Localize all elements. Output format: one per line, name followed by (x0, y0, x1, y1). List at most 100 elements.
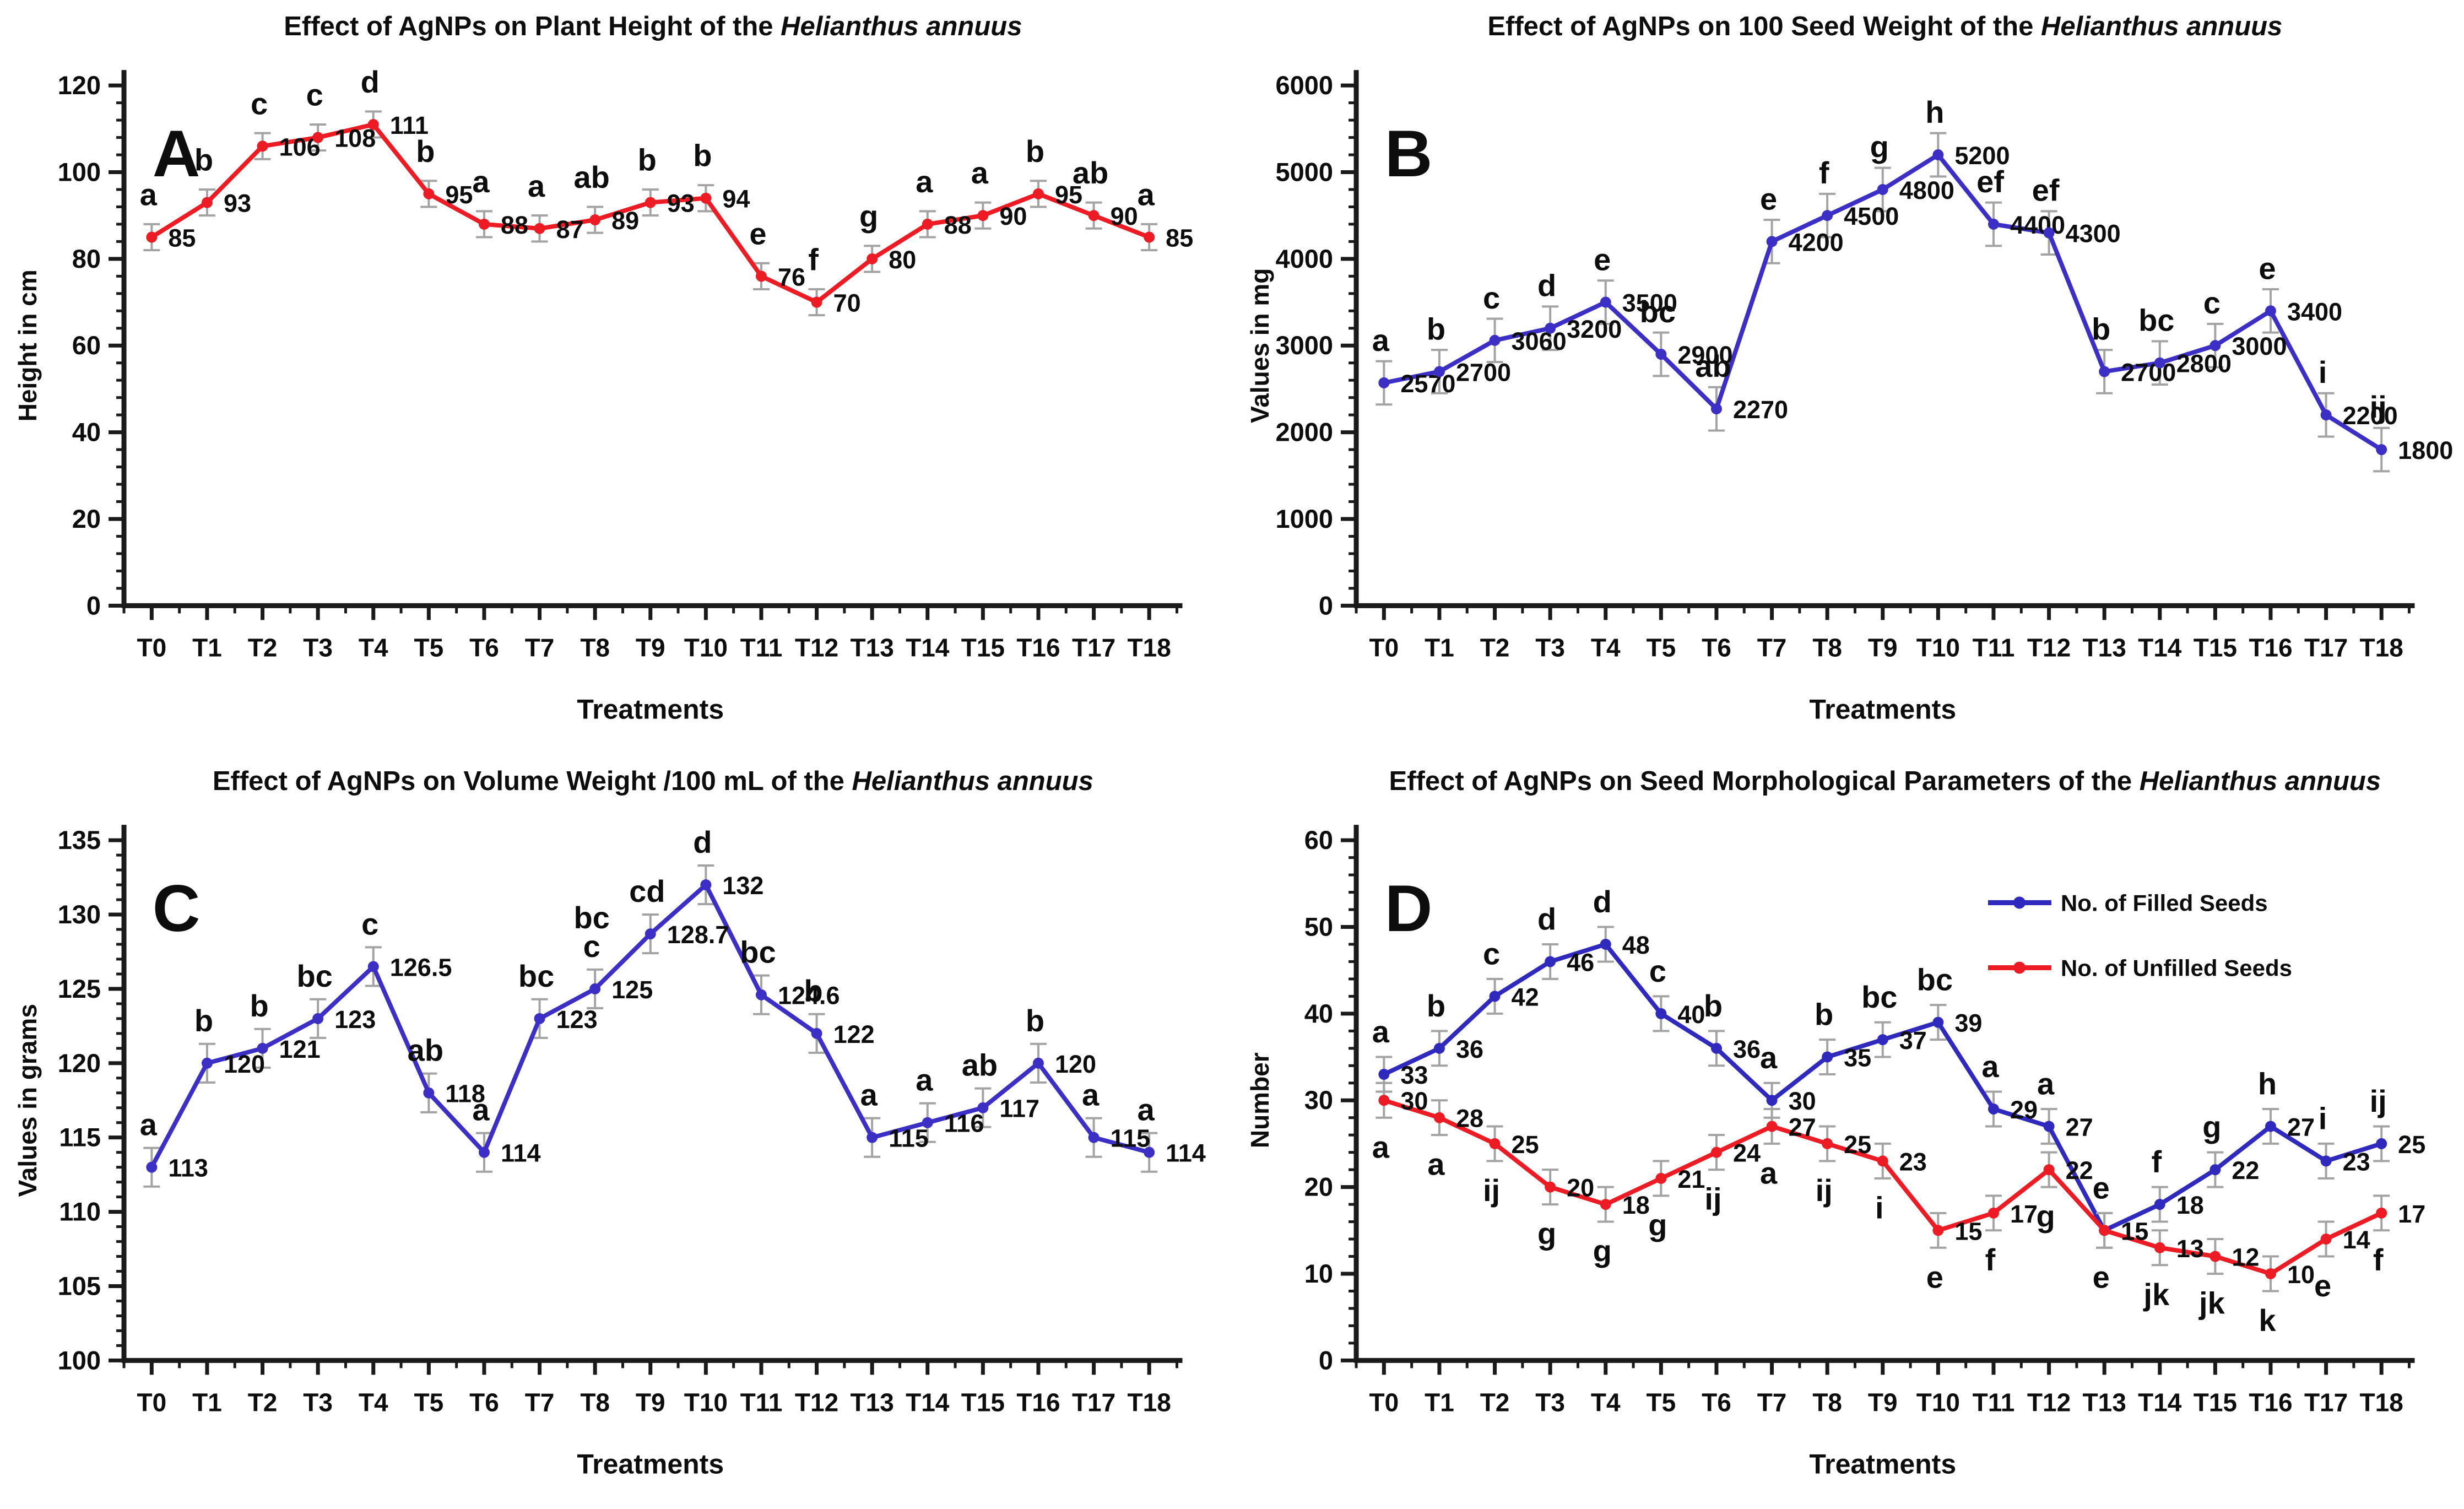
significance-letter: b (638, 143, 657, 177)
point-value-label: 2200 (2342, 402, 2397, 430)
x-tick-label: T14 (2138, 633, 2182, 662)
significance-letter: a (1138, 1092, 1155, 1127)
x-tick-label: T16 (2249, 1388, 2292, 1416)
data-point (1544, 955, 1556, 967)
point-value-label: 90 (999, 202, 1027, 230)
point-value-label: 123 (556, 1005, 598, 1033)
data-point (146, 1161, 158, 1173)
significance-letter: a (472, 1092, 490, 1127)
point-value-label: 20 (1567, 1173, 1594, 1202)
data-point (922, 218, 933, 230)
significance-letter: ab (962, 1047, 998, 1082)
significance-letter: d (361, 64, 380, 99)
data-point (2098, 1224, 2110, 1236)
significance-letter: c (1482, 280, 1499, 315)
y-tick-label: 1000 (1275, 504, 1333, 533)
data-point (1600, 938, 1611, 950)
significance-letter: ab (573, 160, 609, 194)
significance-letter: bc (740, 934, 776, 969)
data-point (2154, 1198, 2165, 1210)
significance-letter: bc (1916, 962, 1952, 997)
data-point (1655, 1008, 1666, 1019)
x-tick-label: T15 (961, 633, 1005, 662)
point-value-label: 93 (224, 190, 251, 218)
data-point (1932, 149, 1943, 161)
x-tick-label: T18 (2359, 633, 2403, 662)
chart-svg-A: 0 20 40 60 80 100 120 T0 T1 T2 T3 T4 T5 T6 T7 T8 T9 T10 T1… (13, 64, 1193, 724)
significance-letter: g (859, 199, 878, 234)
y-tick-label: 60 (1304, 825, 1333, 854)
point-value-label: 2700 (1455, 358, 1510, 386)
legend: No. of Filled Seeds No. of Unfilled Seeds (1988, 890, 2292, 981)
significance-letter: c (2203, 285, 2220, 320)
chart-svg-C: 100 105 110 115 120 125 130 135 T0 T1 T2 T3 T4 T5 T6 T7… (13, 825, 1206, 1479)
point-value-label: 27 (1788, 1113, 1816, 1141)
data-point (1433, 1042, 1445, 1054)
data-point (2043, 1164, 2055, 1175)
data-point (423, 188, 435, 199)
significance-letter: a (1427, 1146, 1445, 1181)
significance-letter: e (1759, 181, 1777, 216)
significance-letter: a (140, 177, 158, 212)
x-tick-label: T11 (740, 633, 783, 662)
point-value-label: 29 (2010, 1095, 2037, 1123)
data-point (1088, 210, 1100, 221)
data-point (534, 1013, 545, 1024)
chart-volume-weight: 100 105 110 115 120 125 130 135 T0 T1 T2 T3 T4 T5 T6 T7… (0, 755, 1232, 1509)
data-point (478, 218, 490, 230)
point-value-label: 124.6 (778, 981, 840, 1009)
point-value-label: 1800 (2398, 436, 2453, 464)
data-point (2375, 1207, 2387, 1219)
series-no-of-filled-seeds: a33b36c42d46d48c40b36a30b35bc37bc39a29a2… (1372, 884, 2425, 1249)
point-value-label: 70 (833, 289, 861, 317)
point-value-label: 120 (1055, 1050, 1096, 1078)
significance-letter: k (2259, 1302, 2276, 1337)
x-tick-label: T1 (1425, 1388, 1454, 1416)
panel-a-title-text: Effect of AgNPs on Plant Height of the (284, 12, 781, 41)
point-value-label: 23 (1899, 1148, 1926, 1176)
significance-letter: f (1818, 155, 1829, 190)
data-point (1489, 334, 1501, 346)
x-tick-label: T8 (1812, 1388, 1842, 1416)
data-point (201, 197, 213, 208)
y-tick-label: 115 (59, 1122, 101, 1151)
data-point (2043, 227, 2055, 239)
x-tick-label: T1 (1425, 633, 1454, 662)
point-value-label: 85 (168, 224, 196, 252)
y-tick-label: 100 (58, 1345, 101, 1375)
significance-letter: e (2314, 1268, 2331, 1303)
significance-letter: a (971, 155, 989, 190)
data-point (2320, 1155, 2332, 1166)
x-tick-label: T12 (2027, 633, 2070, 662)
x-axis-title: Treatments (1809, 1448, 1956, 1479)
x-tick-label: T6 (469, 633, 499, 662)
point-value-label: 111 (390, 111, 429, 139)
data-point (2320, 409, 2332, 421)
x-tick-label: T10 (1916, 1388, 1959, 1416)
point-value-label: 24 (1732, 1139, 1760, 1167)
significance-letter: b (1426, 988, 1445, 1023)
y-axis-title: Values in grams (13, 1004, 42, 1197)
data-point (257, 140, 268, 152)
point-value-label: 125 (611, 975, 653, 1003)
point-value-label: 89 (611, 207, 639, 235)
significance-letter: e (2092, 1170, 2109, 1205)
data-point (922, 1117, 933, 1128)
significance-letter: a (1981, 1048, 1999, 1083)
x-tick-label: T18 (1128, 633, 1171, 662)
panel-c: Effect of AgNPs on Volume Weight /100 mL… (0, 755, 1232, 1509)
point-value-label: 30 (1400, 1087, 1428, 1115)
data-point (1489, 1138, 1501, 1149)
data-point (312, 1013, 324, 1024)
x-tick-label: T0 (1369, 1388, 1399, 1416)
point-value-label: 27 (2287, 1113, 2314, 1141)
y-tick-label: 20 (1304, 1172, 1333, 1201)
data-point (755, 271, 767, 282)
chart-svg-B: 0 1000 2000 3000 4000 5000 6000 T0 T1 T2 T3 T4 T5 T6 T… (1245, 70, 2453, 724)
point-value-label: 88 (944, 211, 972, 239)
x-tick-label: T7 (1757, 1388, 1786, 1416)
x-tick-label: T17 (1072, 1388, 1115, 1416)
significance-letter: g (2202, 1110, 2221, 1144)
significance-letter: b (1026, 134, 1044, 169)
point-value-label: 115 (1111, 1124, 1151, 1152)
